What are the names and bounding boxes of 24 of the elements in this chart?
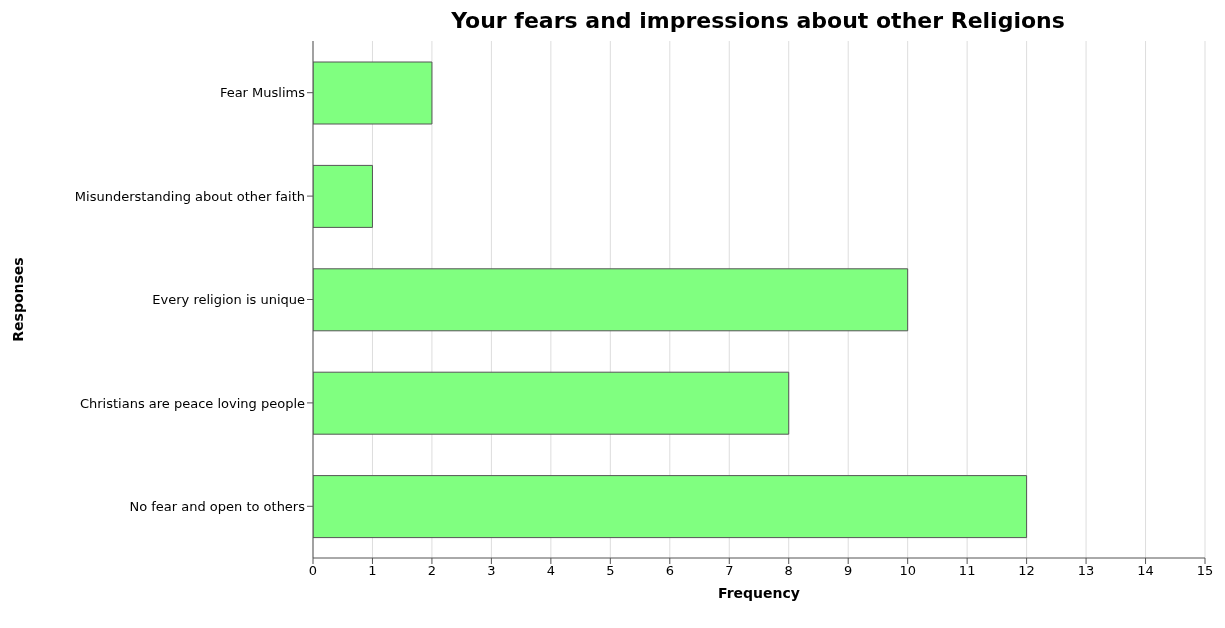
y-tick-label: Christians are peace loving people bbox=[79, 395, 305, 411]
x-tick-label: 10 bbox=[899, 563, 916, 579]
chart-title: Your fears and impressions about other Religions bbox=[450, 8, 1066, 33]
y-tick-label: Misunderstanding about other faith bbox=[74, 188, 305, 204]
x-tick-label: 4 bbox=[546, 563, 556, 579]
x-tick-label: 12 bbox=[1018, 563, 1035, 579]
x-tick-label: 6 bbox=[665, 563, 674, 579]
x-tick-label: 1 bbox=[368, 563, 377, 579]
x-tick-label: 13 bbox=[1077, 563, 1095, 579]
x-tick-label: 15 bbox=[1196, 563, 1214, 579]
x-tick-label: 11 bbox=[958, 563, 976, 579]
y-axis-title: Responses bbox=[9, 257, 26, 342]
x-tick-label: 8 bbox=[784, 563, 793, 579]
x-tick-label: 3 bbox=[487, 563, 496, 579]
x-tick-label: 9 bbox=[844, 563, 853, 579]
y-tick-label: No fear and open to others bbox=[129, 498, 306, 514]
x-tick-label: 7 bbox=[725, 563, 734, 579]
x-axis-title: Frequency bbox=[718, 585, 800, 601]
x-tick-label: 5 bbox=[606, 563, 615, 579]
y-tick-label: Every religion is unique bbox=[152, 292, 305, 308]
x-tick-label: 0 bbox=[308, 563, 318, 579]
y-tick-label: Fear Muslims bbox=[219, 85, 306, 101]
x-tick-label: 14 bbox=[1137, 563, 1154, 579]
x-tick-label: 2 bbox=[427, 563, 437, 579]
